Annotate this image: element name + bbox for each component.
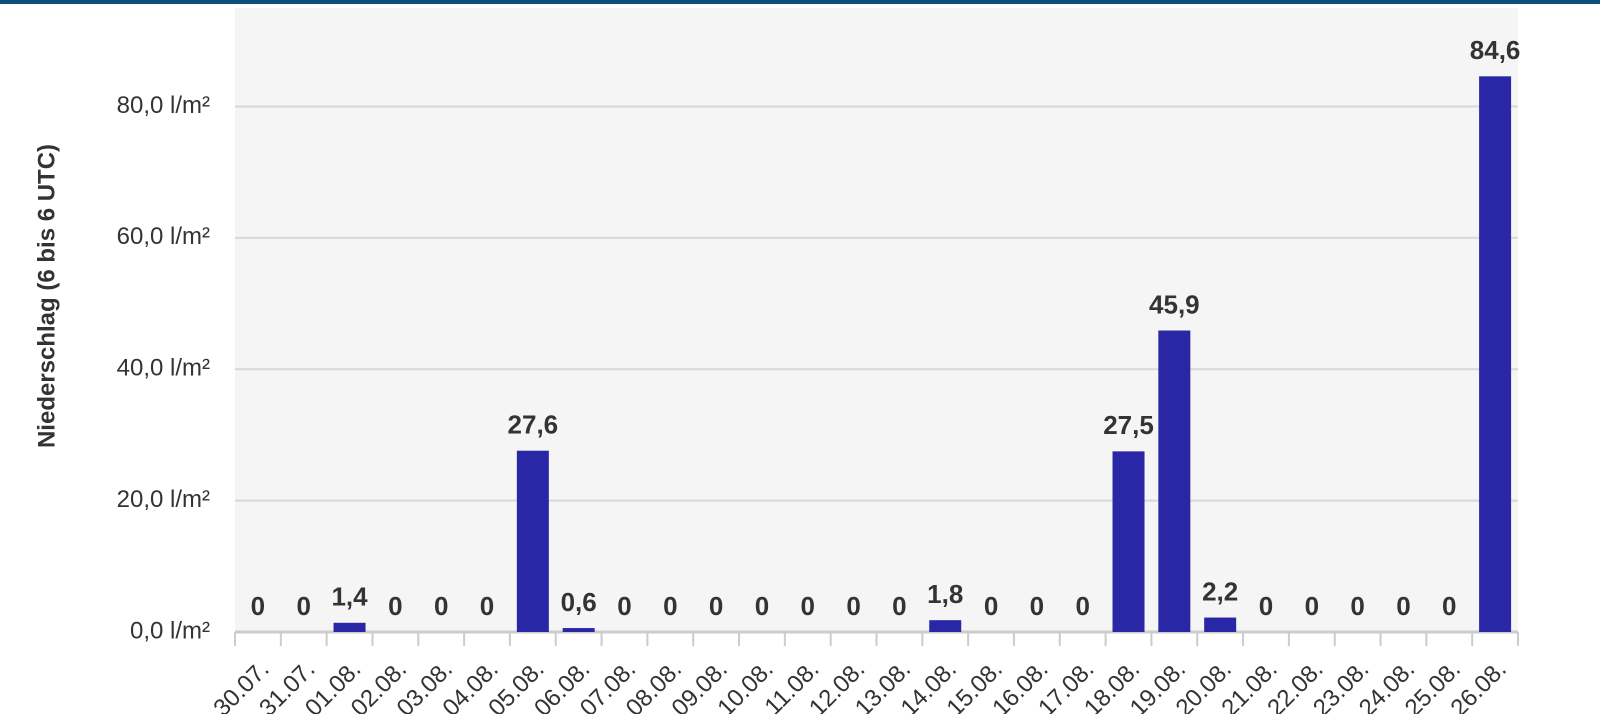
data-label: 0 [296,591,310,621]
y-tick-label: 40,0 l/m² [117,355,210,382]
data-label: 0 [663,591,677,621]
data-label: 0 [846,591,860,621]
data-label: 0 [1350,591,1364,621]
y-tick-label: 60,0 l/m² [117,223,210,250]
data-label: 2,2 [1202,576,1238,606]
data-label: 0 [251,591,265,621]
top-bar [0,0,1600,4]
bar [1479,76,1512,632]
data-label: 45,9 [1149,289,1200,319]
y-tick-label: 0,0 l/m² [130,617,210,644]
data-label: 0 [892,591,906,621]
data-label: 84,6 [1470,35,1521,65]
data-label: 0 [388,591,402,621]
y-tick-label: 20,0 l/m² [117,486,210,513]
data-label: 0 [1075,591,1089,621]
data-label: 0 [709,591,723,621]
y-tick-label: 80,0 l/m² [117,92,210,119]
data-label: 27,5 [1103,410,1154,440]
data-label: 0 [1396,591,1410,621]
bar [1158,330,1191,632]
bar [562,628,595,632]
bar [1204,617,1237,632]
data-label: 0,6 [561,587,597,617]
data-label: 1,8 [927,579,963,609]
data-label: 0 [801,591,815,621]
y-axis-label: Niederschlag (6 bis 6 UTC) [33,144,60,448]
data-label: 0 [617,591,631,621]
data-label: 0 [1442,591,1456,621]
bar [516,450,549,632]
data-label: 27,6 [508,410,559,440]
bar [1112,451,1145,632]
data-label: 0 [1259,591,1273,621]
data-label: 0 [434,591,448,621]
data-label: 0 [984,591,998,621]
data-label: 0 [1030,591,1044,621]
data-label: 0 [1305,591,1319,621]
data-label: 0 [755,591,769,621]
bar [929,620,962,632]
bar [333,622,366,632]
data-label: 1,4 [331,582,368,612]
data-label: 0 [480,591,494,621]
plot-area [235,8,1518,632]
